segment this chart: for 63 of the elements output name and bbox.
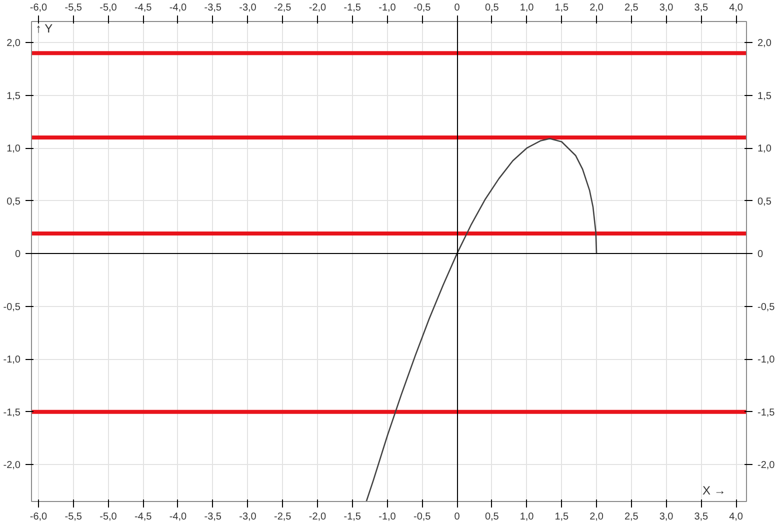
x-tick-label: -1,5 (344, 2, 362, 14)
x-tick-label: -1,0 (378, 2, 396, 14)
x2-tick-label: 4,0 (729, 512, 744, 522)
x2-tick-label: 1,5 (554, 512, 570, 522)
y-tick-label: 1,0 (6, 144, 21, 155)
x-tick-label: 3,0 (659, 2, 674, 14)
x2-tick-label: 3,0 (659, 512, 674, 522)
x2-tick-label: -4,5 (134, 512, 152, 522)
x-tick-label: 2,0 (590, 2, 604, 14)
y-tick-label: -1,5 (3, 407, 21, 418)
x-tick-label: 1,5 (554, 2, 570, 14)
x-tick-label: -3,5 (204, 2, 222, 14)
x2-tick-label: -3,5 (204, 512, 222, 522)
y-tick-label: -1,0 (3, 354, 21, 366)
x2-tick-label: -6,0 (30, 512, 48, 522)
x-tick-label: -4,0 (169, 2, 188, 14)
x2-tick-label: 2,0 (590, 512, 604, 522)
x-tick-label: -0,5 (414, 2, 432, 14)
x2-tick-label: -5,5 (64, 512, 82, 522)
y2-tick-label: 1,0 (758, 144, 772, 155)
y-tick-label: -0,5 (3, 302, 21, 313)
x-axis-title: X → (702, 484, 726, 498)
x2-tick-label: -0,5 (414, 512, 432, 522)
y-tick-label: 0,5 (6, 196, 21, 208)
x-tick-label: -3,0 (239, 2, 257, 14)
x2-tick-label: -5,0 (100, 512, 118, 522)
x-tick-label: -2,5 (274, 2, 292, 14)
x2-tick-label: -1,5 (344, 512, 362, 522)
y2-tick-label: 2,0 (758, 38, 772, 50)
x-tick-label: 0 (454, 2, 460, 14)
y2-tick-label: -1,0 (758, 354, 776, 366)
x-tick-label: -5,5 (64, 2, 82, 14)
x2-tick-label: 2,5 (624, 512, 639, 522)
x2-tick-label: -2,5 (274, 512, 292, 522)
x2-tick-label: 1,0 (520, 512, 534, 522)
y-tick-label: 1,5 (6, 90, 21, 102)
y2-tick-label: -1,5 (758, 407, 776, 418)
x-tick-label: -2,0 (308, 2, 327, 14)
y2-tick-label: 1,5 (758, 90, 772, 102)
y-tick-label: 2,0 (6, 38, 21, 50)
y-tick-label: -2,0 (3, 460, 21, 472)
x-tick-label: 3,5 (694, 2, 709, 14)
y2-tick-label: 0,5 (758, 196, 772, 208)
x-tick-label: 1,0 (520, 2, 534, 14)
x-tick-label: -6,0 (30, 2, 48, 14)
x2-tick-label: 0 (454, 512, 460, 522)
x2-tick-label: 3,5 (694, 512, 709, 522)
x2-tick-label: 0,5 (484, 512, 500, 522)
x2-tick-label: -1,0 (378, 512, 396, 522)
y-axis-title: ↑ Y (36, 22, 53, 36)
y2-tick-label: -0,5 (758, 302, 776, 313)
x2-tick-label: -2,0 (308, 512, 327, 522)
x2-tick-label: -4,0 (169, 512, 188, 522)
y2-tick-label: -2,0 (758, 460, 776, 472)
y2-tick-label: 0 (758, 249, 764, 260)
y-tick-label: 0 (14, 249, 21, 260)
line-series (366, 138, 598, 502)
x-tick-label: 4,0 (729, 2, 744, 14)
x-tick-label: -5,0 (100, 2, 118, 14)
x2-tick-label: -3,0 (239, 512, 257, 522)
x-tick-label: 2,5 (624, 2, 639, 14)
x-tick-label: -4,5 (134, 2, 152, 14)
x-tick-label: 0,5 (484, 2, 500, 14)
